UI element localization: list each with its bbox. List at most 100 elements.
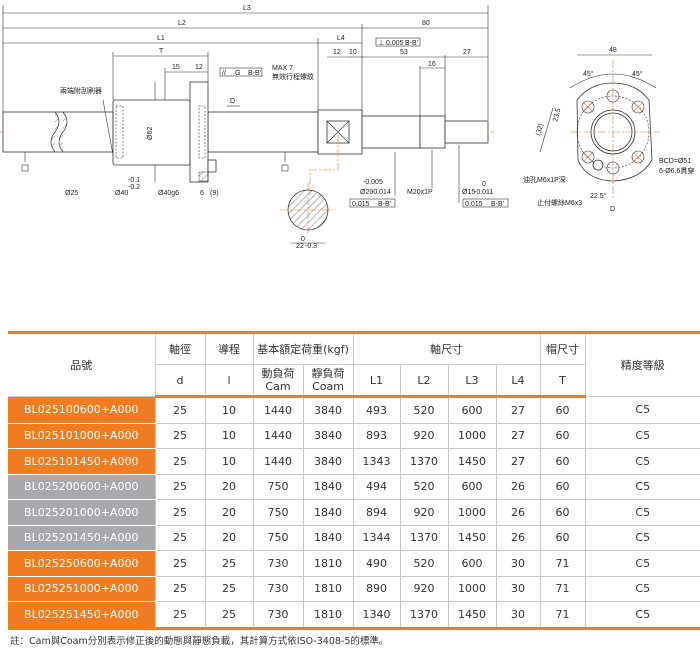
cell-d: 25 <box>154 448 206 475</box>
overall-dimensions <box>2 5 489 182</box>
cell-L4: 27 <box>495 422 541 449</box>
dim-9: (9) <box>210 190 219 197</box>
part-number-cell: BL025251450+A000 <box>8 601 155 630</box>
cell-L4: 27 <box>495 396 541 424</box>
header-coam: 靜負荷 Coam <box>302 364 354 398</box>
cell-L4: 26 <box>495 499 541 526</box>
cell-l: 10 <box>204 448 254 475</box>
cell-l: 25 <box>204 550 254 577</box>
note-thread: 無效行程螺紋 <box>272 72 314 81</box>
cell-L2: 520 <box>399 396 449 424</box>
header-L4: L4 <box>495 364 541 398</box>
runout-frame-2: 0.015 <box>465 201 483 208</box>
table-row: BL025251450+A000 25 25 730 1810 1340 1370 1450 3… <box>8 601 700 630</box>
cell-T: 71 <box>539 575 586 602</box>
cell-L2: 1370 <box>399 448 449 475</box>
cell-cam: 730 <box>252 550 304 577</box>
header-shaft-diameter: 軸徑 <box>154 331 206 365</box>
cell-d: 25 <box>154 396 206 424</box>
header-L2: L2 <box>399 364 449 398</box>
header-d: d <box>155 364 206 398</box>
cell-L3: 1000 <box>447 575 497 602</box>
cell-L1: 893 <box>352 422 401 449</box>
cell-L4: 26 <box>495 473 541 500</box>
footnote: 註：Cam與Coam分別表示修正後的動態與靜態負載，其計算方式依ISO-3408… <box>10 636 389 647</box>
dim-phi20: Ø20 <box>360 189 373 196</box>
cell-coam: 1810 <box>302 601 354 630</box>
header-L1: L1 <box>352 364 401 398</box>
cell-acc: C5 <box>584 524 700 551</box>
cell-d: 25 <box>154 601 206 630</box>
cell-d: 25 <box>154 499 206 526</box>
header-l: l <box>204 364 254 398</box>
cell-acc: C5 <box>584 601 700 630</box>
cell-cam: 750 <box>252 499 304 526</box>
cell-L2: 920 <box>399 499 449 526</box>
cell-T: 60 <box>539 396 586 424</box>
cell-L1: 493 <box>352 396 401 424</box>
dim-T: T <box>159 48 164 55</box>
dim-phi40: Ø40 <box>115 190 128 197</box>
cell-d: 25 <box>154 473 206 500</box>
cell-L3: 1000 <box>447 499 497 526</box>
cell-cam: 750 <box>252 473 304 500</box>
cell-coam: 3840 <box>302 448 354 475</box>
part-number-cell: BL025251000+A000 <box>8 576 155 602</box>
spec-table: 品號 軸徑 導程 基本額定荷重(kgf) 軸尺寸 帽尺寸 精度等級 d l 動負… <box>8 331 700 630</box>
cell-acc: C5 <box>584 448 700 475</box>
cell-coam: 1810 <box>302 575 354 602</box>
header-cam: 動負荷 Cam <box>252 364 304 398</box>
frame-datum: B-B' <box>248 70 261 77</box>
tol-phi20-lower: -0.014 <box>371 189 391 196</box>
table-row: BL025101000+A000 25 10 1440 3840 893 920 1000 27… <box>8 422 700 449</box>
view-arrow-D: D <box>230 98 235 105</box>
dim-phi40-tol-upper: -0.1 <box>128 177 140 184</box>
dim-48: 48 <box>609 47 617 54</box>
frame-perp-datum: B-B' <box>405 40 418 47</box>
dim-phi15: Ø15 <box>462 189 475 196</box>
cell-acc: C5 <box>584 575 700 602</box>
cell-L1: 1343 <box>352 448 401 475</box>
part-number-cell: BL025201450+A000 <box>8 525 155 551</box>
cell-acc: C5 <box>584 422 700 449</box>
cell-T: 60 <box>539 448 586 475</box>
dim-10: 10 <box>349 49 357 56</box>
tolerance-frame-perpendicular: ⊥ 0.005 B-B' <box>375 37 421 47</box>
wiper-leader <box>102 99 114 156</box>
cell-cam: 730 <box>252 601 304 630</box>
cell-L2: 1370 <box>399 524 449 551</box>
dim-L1: L1 <box>157 35 165 42</box>
cell-L1: 1344 <box>352 524 401 551</box>
cell-L3: 600 <box>447 396 497 424</box>
cell-L4: 30 <box>495 550 541 577</box>
cell-l: 10 <box>204 396 254 424</box>
cell-T: 71 <box>539 601 586 630</box>
dim-phi40-tol-lower: -0.2 <box>128 184 140 191</box>
dim-53: 53 <box>400 49 408 56</box>
cell-coam: 3840 <box>302 422 354 449</box>
frame-g: G <box>235 70 240 77</box>
tol-phi15-upper: 0 <box>482 181 486 188</box>
table-row: BL025200600+A000 25 20 750 1840 494 520 600 26 60… <box>8 473 700 500</box>
angle-45-left: 45° <box>583 70 594 78</box>
table-row: BL025100600+A000 25 10 1440 3840 493 520 600 27 6… <box>8 396 700 424</box>
cell-coam: 1840 <box>302 499 354 526</box>
dim-phi62: Ø62 <box>147 127 154 140</box>
dim-32: (32) <box>535 123 545 137</box>
screw-shaft <box>2 109 489 155</box>
cell-d: 25 <box>154 524 206 551</box>
dim-16: 16 <box>428 61 436 68</box>
note-set-screw: 止付螺絲M6x3 <box>537 198 582 207</box>
runout-datum-2: B-B' <box>491 201 504 208</box>
part-number-cell: BL025101450+A000 <box>8 448 155 475</box>
dim-12-nut: 12 <box>195 64 203 71</box>
cell-T: 60 <box>539 499 586 526</box>
cell-acc: C5 <box>584 396 700 424</box>
cell-cam: 1440 <box>252 422 304 449</box>
table-row: BL025250600+A000 25 25 730 1810 490 520 600 30 71… <box>8 550 700 577</box>
dim-23-5: 23.5 <box>552 107 562 122</box>
dim-22: 22 <box>296 243 304 250</box>
dim-6: 6 <box>200 190 204 197</box>
cell-coam: 1840 <box>302 524 354 551</box>
tol-22-upper: 0 <box>301 236 305 243</box>
